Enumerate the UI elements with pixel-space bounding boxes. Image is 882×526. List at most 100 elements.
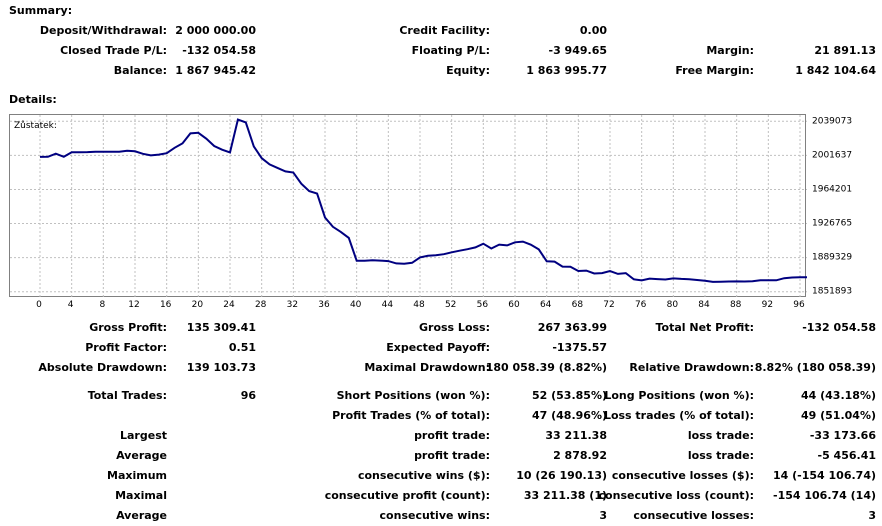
details-title: Details:: [9, 93, 57, 106]
y-tick-label: 1889329: [812, 253, 852, 263]
long-positions-label: Long Positions (won %):: [604, 389, 754, 402]
max-consecutive-wins-label: consecutive wins ($):: [358, 469, 490, 482]
max-consecutive-losses-label: consecutive losses ($):: [612, 469, 754, 482]
profit-trades-label: Profit Trades (% of total):: [332, 409, 490, 422]
free-margin-label: Free Margin:: [675, 64, 754, 77]
gross-loss-value: 267 363.99: [538, 321, 607, 334]
x-tick-label: 36: [318, 300, 330, 310]
largest-profit-trade-value: 33 211.38: [545, 429, 607, 442]
relative-drawdown-label: Relative Drawdown:: [629, 361, 754, 374]
maximum-label: Maximum: [107, 469, 167, 482]
x-tick-label: 56: [477, 300, 489, 310]
x-tick-label: 32: [287, 300, 298, 310]
gross-profit-label: Gross Profit:: [89, 321, 167, 334]
x-tick-label: 4: [68, 300, 74, 310]
average-profit-trade-label: profit trade:: [414, 449, 490, 462]
summary-title: Summary:: [9, 4, 72, 17]
floating-pl-value: -3 949.65: [549, 44, 608, 57]
max-consecutive-loss-value: -154 106.74 (14): [773, 489, 876, 502]
closed-pl-value: -132 054.58: [182, 44, 256, 57]
gross-profit-value: 135 309.41: [187, 321, 256, 334]
x-tick-label: 16: [160, 300, 172, 310]
total-net-profit-value: -132 054.58: [802, 321, 876, 334]
short-positions-label: Short Positions (won %):: [337, 389, 490, 402]
y-tick-label: 1851893: [812, 287, 852, 297]
largest-label: Largest: [120, 429, 167, 442]
y-tick-label: 1964201: [812, 184, 852, 194]
x-tick-label: 68: [572, 300, 584, 310]
loss-trades-label: Loss trades (% of total):: [604, 409, 754, 422]
max-consecutive-wins-value: 10 (26 190.13): [516, 469, 607, 482]
expected-payoff-value: -1375.57: [552, 341, 607, 354]
avg-consecutive-losses-value: 3: [868, 509, 876, 522]
maximal-drawdown-value: 180 058.39 (8.82%): [486, 361, 607, 374]
chart-legend-label: Zůstatek:: [14, 120, 57, 131]
relative-drawdown-value: 8.82% (180 058.39): [755, 361, 876, 374]
loss-trades-value: 49 (51.04%): [801, 409, 876, 422]
x-tick-label: 60: [508, 300, 520, 310]
equity-value: 1 863 995.77: [526, 64, 607, 77]
total-trades-value: 96: [241, 389, 256, 402]
x-tick-label: 52: [445, 300, 456, 310]
average-profit-trade-value: 2 878.92: [553, 449, 607, 462]
balance-value: 1 867 945.42: [175, 64, 256, 77]
max-consecutive-profit-value: 33 211.38 (1): [524, 489, 607, 502]
deposit-value: 2 000 000.00: [175, 24, 256, 37]
avg-consecutive-wins-label: consecutive wins:: [380, 509, 490, 522]
x-tick-label: 96: [793, 300, 805, 310]
avg-consecutive-wins-value: 3: [599, 509, 607, 522]
balance-label: Balance:: [114, 64, 167, 77]
largest-loss-trade-value: -33 173.66: [810, 429, 876, 442]
x-tick-label: 28: [255, 300, 267, 310]
closed-pl-label: Closed Trade P/L:: [60, 44, 167, 57]
average-loss-trade-label: loss trade:: [688, 449, 754, 462]
average-label: Average: [116, 449, 167, 462]
free-margin-value: 1 842 104.64: [795, 64, 876, 77]
total-net-profit-label: Total Net Profit:: [656, 321, 755, 334]
average-loss-trade-value: -5 456.41: [818, 449, 877, 462]
x-tick-label: 76: [635, 300, 647, 310]
x-tick-label: 88: [730, 300, 742, 310]
floating-pl-label: Floating P/L:: [412, 44, 490, 57]
x-tick-label: 20: [192, 300, 204, 310]
profit-factor-value: 0.51: [229, 341, 256, 354]
maximal-drawdown-label: Maximal Drawdown:: [364, 361, 490, 374]
maximal-label: Maximal: [115, 489, 167, 502]
largest-profit-trade-label: profit trade:: [414, 429, 490, 442]
x-tick-label: 40: [350, 300, 362, 310]
largest-loss-trade-label: loss trade:: [688, 429, 754, 442]
x-tick-label: 80: [667, 300, 679, 310]
x-tick-label: 72: [603, 300, 614, 310]
x-tick-label: 0: [36, 300, 42, 310]
long-positions-value: 44 (43.18%): [801, 389, 876, 402]
profit-factor-label: Profit Factor:: [85, 341, 167, 354]
total-trades-label: Total Trades:: [88, 389, 167, 402]
y-tick-label: 1926765: [812, 219, 852, 229]
y-tick-label: 2001637: [812, 150, 852, 160]
profit-trades-value: 47 (48.96%): [532, 409, 607, 422]
max-consecutive-profit-label: consecutive profit (count):: [325, 489, 490, 502]
x-tick-label: 92: [762, 300, 773, 310]
expected-payoff-label: Expected Payoff:: [386, 341, 490, 354]
x-tick-label: 8: [99, 300, 105, 310]
margin-label: Margin:: [706, 44, 754, 57]
average-consecutive-label: Average: [116, 509, 167, 522]
balance-chart: Zůstatek:: [9, 114, 806, 297]
x-tick-label: 44: [382, 300, 394, 310]
x-tick-label: 64: [540, 300, 552, 310]
absolute-drawdown-label: Absolute Drawdown:: [38, 361, 167, 374]
absolute-drawdown-value: 139 103.73: [187, 361, 256, 374]
margin-value: 21 891.13: [814, 44, 876, 57]
avg-consecutive-losses-label: consecutive losses:: [633, 509, 754, 522]
x-tick-label: 48: [413, 300, 425, 310]
y-tick-label: 2039073: [812, 116, 852, 126]
chart-grid: [10, 115, 807, 298]
x-tick-label: 84: [698, 300, 710, 310]
gross-loss-label: Gross Loss:: [419, 321, 490, 334]
credit-label: Credit Facility:: [399, 24, 490, 37]
credit-value: 0.00: [580, 24, 607, 37]
short-positions-value: 52 (53.85%): [532, 389, 607, 402]
max-consecutive-losses-value: 14 (-154 106.74): [773, 469, 876, 482]
balance-chart-svg: Zůstatek:: [10, 115, 807, 298]
equity-label: Equity:: [446, 64, 490, 77]
